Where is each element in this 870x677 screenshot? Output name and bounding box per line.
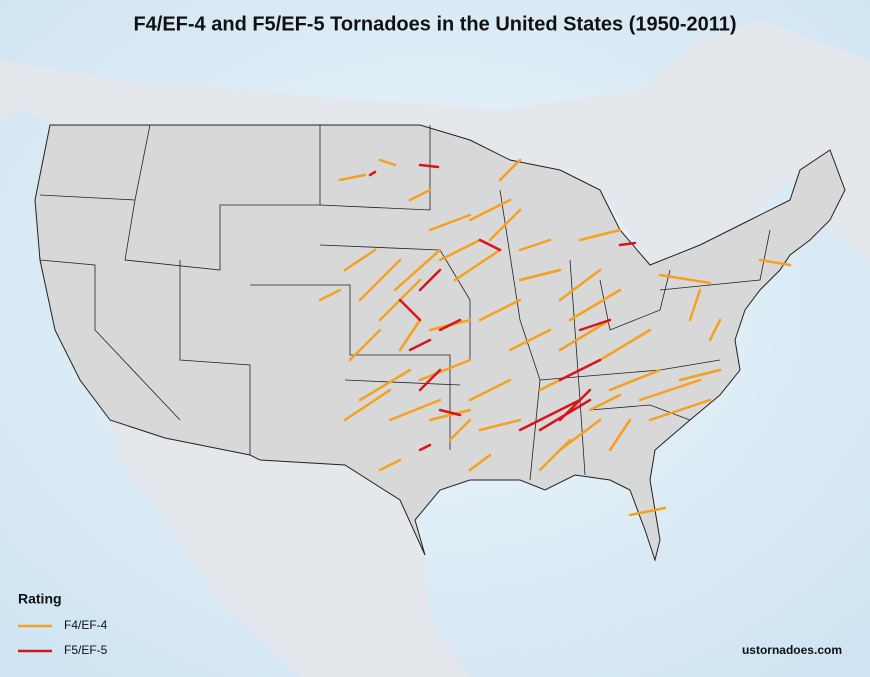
- tornado-track: [343, 248, 377, 272]
- tornado-track: [378, 458, 402, 472]
- tornado-track: [588, 393, 622, 412]
- tornado-track: [338, 173, 367, 182]
- tornado-track: [608, 418, 632, 452]
- tornado-track: [393, 248, 442, 292]
- tornado-track: [708, 318, 722, 342]
- tornado-track: [438, 318, 462, 332]
- tornado-track: [408, 338, 432, 352]
- tornado-track: [658, 273, 712, 285]
- tornado-track: [478, 298, 522, 322]
- tornado-track: [468, 378, 512, 402]
- tornado-track: [438, 408, 462, 417]
- tornado-track: [538, 378, 562, 392]
- tornado-track: [678, 368, 722, 382]
- tornado-track: [498, 158, 522, 182]
- tornado-track: [598, 328, 652, 362]
- tornado-track: [478, 238, 502, 252]
- tornado-track: [558, 318, 612, 352]
- tornado-track: [568, 288, 622, 322]
- tornado-track: [418, 368, 442, 392]
- tornado-track: [318, 288, 342, 302]
- legend: F4/EF-4 F5/EF-5: [18, 618, 108, 657]
- tornado-track: [398, 298, 422, 322]
- tornado-track: [518, 268, 562, 282]
- canada: [0, 20, 870, 265]
- tornado-track: [558, 268, 602, 302]
- mexico: [110, 420, 470, 677]
- tornado-track: [418, 268, 442, 292]
- tornado-track: [618, 241, 637, 247]
- tornado-track: [348, 328, 382, 362]
- tornado-track: [438, 238, 482, 262]
- tornado-track: [578, 228, 622, 242]
- tornado-track: [453, 248, 502, 282]
- tornado-track: [638, 378, 702, 402]
- tornado-track: [758, 258, 792, 267]
- tornado-track: [368, 170, 377, 177]
- tornado-track: [418, 163, 440, 169]
- legend-label: F5/EF-5: [64, 643, 108, 657]
- united-states: [34, 124, 846, 562]
- tornado-track: [343, 388, 392, 422]
- tornado-track: [558, 358, 602, 382]
- tornado-track: [558, 388, 592, 422]
- legend-title: Rating: [18, 591, 62, 607]
- tornado-track: [408, 188, 432, 202]
- tornado-track: [478, 418, 522, 432]
- tornado-track: [448, 418, 472, 442]
- title: F4/EF-4 and F5/EF-5 Tornadoes in the Uni…: [133, 13, 736, 35]
- legend-label: F4/EF-4: [64, 618, 108, 632]
- tornado-track: [488, 208, 522, 242]
- tornado-track: [388, 398, 442, 422]
- tornado-track: [688, 288, 702, 322]
- tornado-track: [378, 158, 397, 167]
- tornado-track: [538, 438, 572, 472]
- tornado-tracks: [318, 158, 792, 517]
- tornado-track: [428, 408, 472, 422]
- tornado-track: [468, 453, 492, 472]
- tornado-track: [398, 318, 422, 352]
- tornado-track: [358, 258, 402, 302]
- tornado-track: [578, 318, 612, 332]
- tornado-track: [628, 506, 667, 517]
- tornado-track: [418, 358, 472, 382]
- tornado-track: [508, 328, 552, 352]
- tornado-track: [648, 398, 712, 422]
- tornado-track: [468, 198, 512, 222]
- tornado-track: [608, 368, 662, 392]
- credit: ustornadoes.com: [742, 643, 842, 657]
- tornado-track: [428, 213, 472, 232]
- tornado-track: [418, 443, 432, 452]
- tornado-track: [518, 238, 552, 252]
- tornado-track: [358, 368, 412, 402]
- tornado-track: [518, 398, 582, 432]
